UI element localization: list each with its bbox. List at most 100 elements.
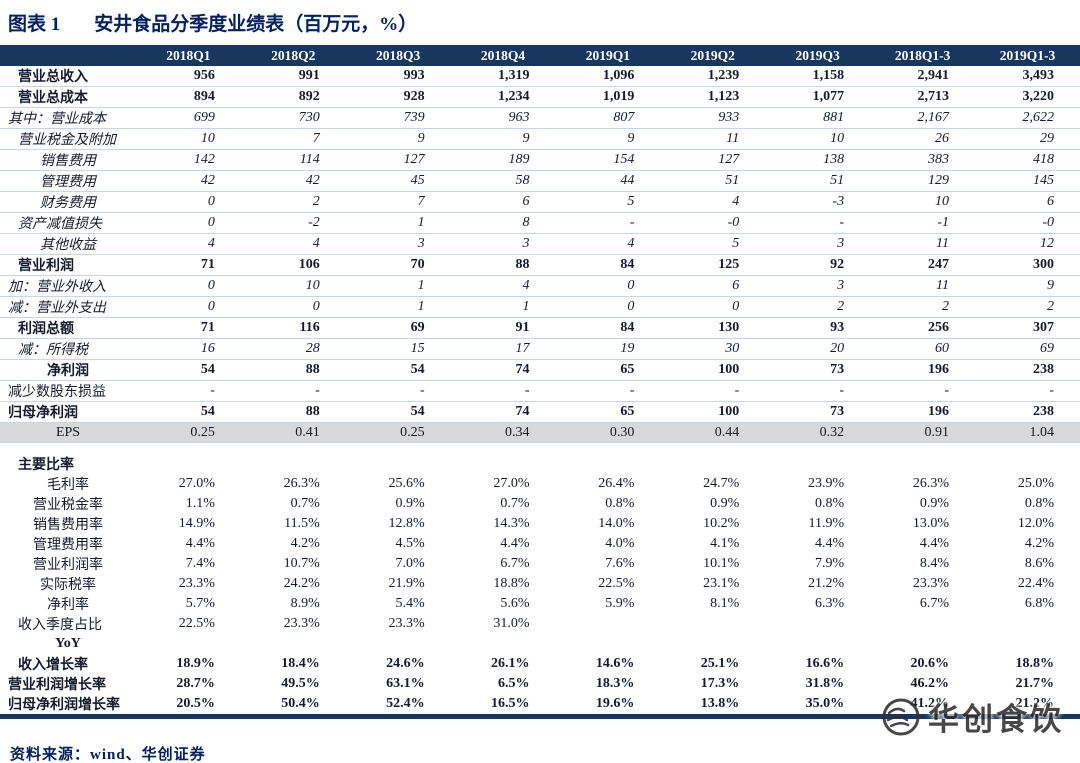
cell-value: 4 [660, 191, 766, 213]
cell-value: 892 [240, 86, 346, 108]
cell-value: 26.4% [598, 475, 635, 491]
cell-value: 20.5% [176, 695, 215, 711]
cell-value: 0.25 [136, 422, 241, 443]
table-row: 净利率 5.7% 8.9% 5.4% 5.6% 5.9% 8.1% 6.3% 6.7% 6.8% [0, 594, 1080, 614]
cell-value: 25.0% [1017, 475, 1054, 491]
cell-value: 4 [136, 233, 241, 255]
cell-value: 2,167 [870, 107, 975, 129]
cell-value: 154 [555, 149, 661, 171]
cell-value: 10.7% [283, 555, 320, 571]
cell-value: 1,077 [765, 86, 871, 108]
cell-value: 1.1% [185, 495, 215, 511]
cell-value: 4.0% [605, 535, 635, 551]
source-note: 资料来源：wind、华创证券 [10, 746, 206, 763]
cell-value: 2 [765, 296, 871, 318]
cell-value: 88 [450, 254, 556, 276]
cell-value: 25.1% [700, 655, 740, 671]
table-row: 实际税率 23.3% 24.2% 21.9% 18.8% 22.5% 23.1% 21.2% 2… [0, 574, 1080, 594]
cell-value [975, 614, 1080, 634]
cell-value: 2,713 [870, 86, 975, 108]
cell-value: 17 [450, 338, 556, 360]
cell-value: 1,096 [555, 66, 661, 87]
cell-value: 894 [136, 86, 241, 108]
cell-value: 92 [765, 254, 871, 276]
cell-value: 2,941 [870, 66, 975, 87]
table-row: 毛利率 27.0% 26.3% 25.6% 27.0% 26.4% 24.7% 23.9% 26… [0, 474, 1080, 494]
cell-value [451, 634, 556, 654]
cell-value: 6.7% [919, 595, 949, 611]
cell-value: 74 [450, 401, 556, 423]
row-label: 主要比率 [18, 457, 74, 473]
cell-value: 6.5% [498, 675, 530, 691]
cell-value: 13.8% [700, 695, 740, 711]
row-label: 归母净利润 [0, 401, 136, 423]
table-row: 收入增长率 18.9% 18.4% 24.6% 26.1% 14.6% 25.1% 16.6%… [0, 654, 1080, 674]
watermark-circle-icon [882, 698, 920, 735]
cell-value: 70 [345, 254, 451, 276]
figure-title-text: 安井食品分季度业绩表（百万元，%） [94, 14, 418, 35]
cell-value: 8.4% [919, 555, 949, 571]
row-label: 管理费用 [0, 170, 136, 192]
cell-value: 189 [450, 149, 556, 171]
cell-value: - [870, 380, 975, 402]
cell-value: 18.9% [176, 655, 215, 671]
cell-value: 73 [765, 401, 871, 423]
cell-value: 35.0% [805, 695, 845, 711]
row-label: 归母净利润增长率 [8, 697, 120, 713]
watermark-text: 华创食饮 [928, 702, 1064, 737]
cell-value: 19 [555, 338, 661, 360]
cell-value: 23.9% [807, 475, 845, 491]
cell-value [660, 454, 765, 474]
cell-value [241, 634, 346, 654]
column-header: 2019Q2 [660, 45, 766, 66]
cell-value [870, 454, 975, 474]
cell-value: 49.5% [281, 675, 320, 691]
cell-value: 106 [240, 254, 346, 276]
cell-value: 100 [660, 359, 766, 381]
cell-value: - [450, 380, 556, 402]
cell-value [975, 634, 1080, 654]
cell-value: 13.0% [912, 515, 949, 531]
cell-value: 1,123 [660, 86, 766, 108]
cell-value: 238 [975, 359, 1080, 381]
table-row: 财务费用 0 2 7 6 5 4 -3 10 6 [0, 191, 1080, 213]
cell-value: 116 [240, 317, 346, 339]
cell-value: 18.8% [1015, 655, 1055, 671]
cell-value: -1 [870, 212, 975, 234]
figure-title: 图表 1 安井食品分季度业绩表（百万元，%） [0, 0, 1080, 45]
cell-value: 8 [450, 212, 556, 234]
cell-value: 142 [136, 149, 241, 171]
cell-value [765, 634, 870, 654]
cell-value: 16 [136, 338, 241, 360]
cell-value [660, 614, 765, 634]
watermark-logo: 华创食饮 [881, 694, 1064, 739]
cell-value: 100 [660, 401, 766, 423]
cell-value: 6 [450, 191, 556, 213]
cell-value: 2 [975, 296, 1080, 318]
cell-value: 11 [660, 128, 766, 150]
row-label: 毛利率 [47, 477, 89, 493]
cell-value: 0 [240, 296, 346, 318]
row-label: 财务费用 [0, 191, 136, 213]
cell-value: - [345, 380, 451, 402]
column-header: 2019Q1-3 [975, 45, 1080, 66]
cell-value: 17.3% [700, 675, 740, 691]
cell-value: 3 [345, 233, 451, 255]
cell-value: 3 [765, 275, 871, 297]
cell-value: 24.7% [703, 475, 740, 491]
cell-value: 0 [136, 191, 241, 213]
cell-value: 14.6% [595, 655, 635, 671]
cell-value: 16.6% [805, 655, 845, 671]
row-label-header [0, 45, 136, 66]
cell-value: 4 [450, 275, 556, 297]
cell-value: 3,493 [975, 66, 1080, 87]
row-label: 销售费用 [0, 149, 136, 171]
cell-value: 22.5% [598, 575, 635, 591]
cell-value: 4.2% [290, 535, 320, 551]
cell-value: 1 [450, 296, 556, 318]
cell-value: 69 [345, 317, 451, 339]
cell-value: 1,019 [555, 86, 661, 108]
cell-value: 956 [136, 66, 241, 87]
cell-value: 46.2% [910, 675, 950, 691]
cell-value: 5.6% [500, 595, 530, 611]
